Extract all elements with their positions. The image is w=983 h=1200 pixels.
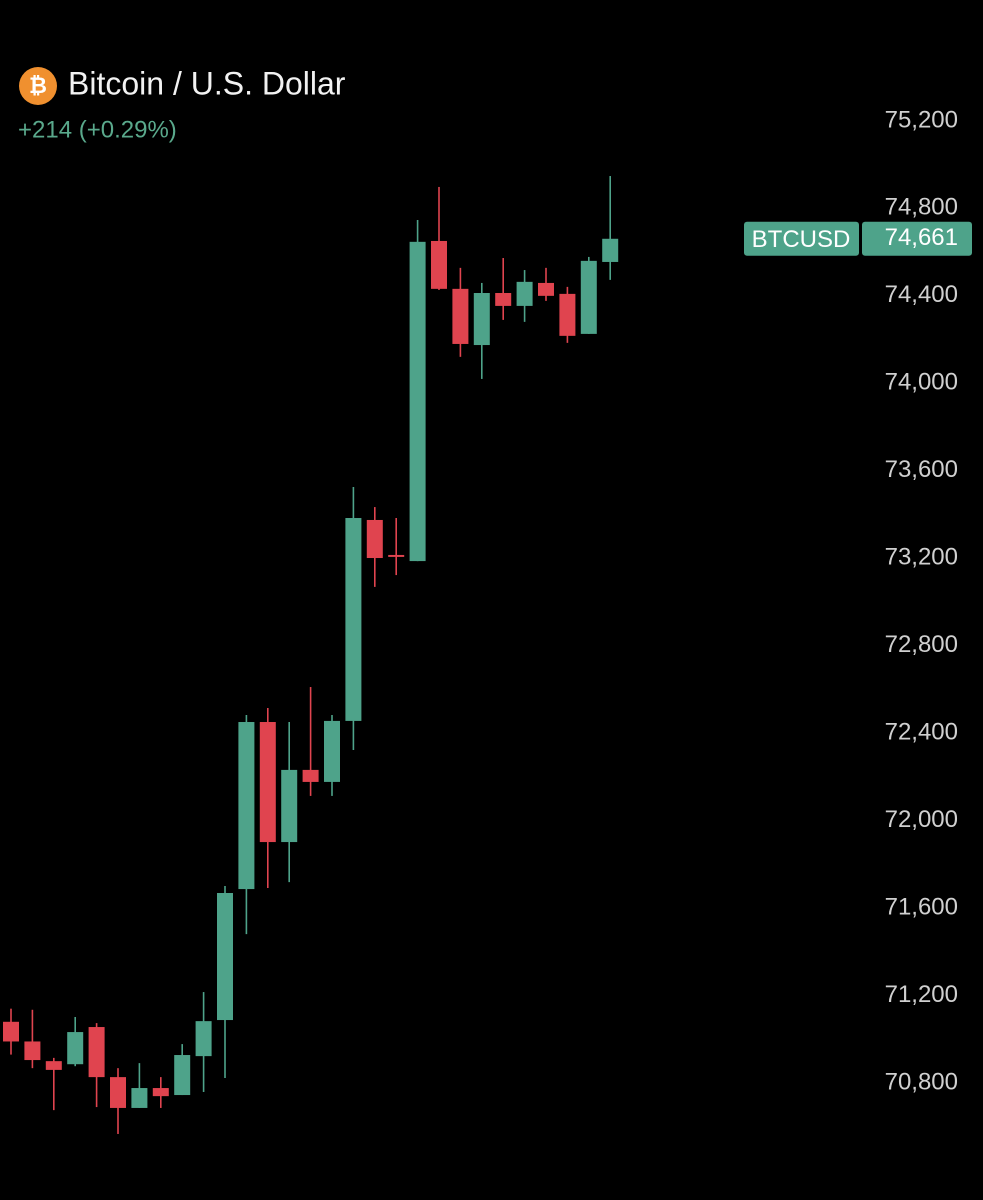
candle-body: [580, 260, 597, 334]
last-price-badge: [862, 221, 972, 256]
y-tick-label: 74,400: [885, 281, 958, 308]
y-tick-label: 75,200: [885, 106, 958, 133]
symbol-icon: ₿: [29, 73, 47, 98]
y-tick-label: 73,200: [885, 544, 958, 571]
candle-body: [302, 769, 319, 782]
chart-title: Bitcoin / U.S. Dollar: [68, 65, 346, 101]
candle-body: [602, 238, 619, 262]
candle-body: [259, 722, 276, 843]
candle-body: [131, 1088, 148, 1108]
last-price-label: 74,661: [885, 224, 958, 251]
candle-body: [217, 893, 233, 1021]
candle-body: [473, 293, 490, 346]
candle-body: [110, 1077, 126, 1108]
y-tick-label: 72,800: [885, 631, 958, 658]
candle-body: [345, 518, 362, 721]
symbol-icon-circle: [19, 67, 57, 105]
ticker-badge: [744, 221, 859, 256]
candle-body: [366, 519, 383, 559]
candle-body: [3, 1021, 19, 1042]
candle-body: [238, 722, 255, 890]
y-tick-label: 71,200: [885, 981, 958, 1008]
candle-body: [281, 769, 298, 843]
candle-body: [152, 1088, 169, 1097]
candle-body: [409, 241, 426, 562]
y-tick-label: 72,000: [885, 806, 958, 833]
candle-body: [388, 554, 405, 557]
candle-body: [88, 1027, 105, 1078]
ticker-label: BTCUSD: [752, 226, 851, 253]
candle-body: [538, 282, 554, 296]
candle-body: [195, 1021, 212, 1057]
y-tick-label: 70,800: [885, 1068, 958, 1095]
y-tick-label: 74,800: [885, 194, 958, 221]
change-label: +214 (+0.29%): [18, 116, 177, 143]
y-tick-label: 74,000: [885, 369, 958, 396]
candle-body: [24, 1041, 41, 1061]
candle-body: [495, 293, 512, 306]
candle-body: [452, 288, 469, 344]
candle-body: [559, 293, 576, 336]
candle-body: [174, 1055, 191, 1096]
y-tick-label: 73,600: [885, 456, 958, 483]
candle-body: [516, 281, 533, 306]
candle-body: [431, 240, 447, 289]
candle-body: [45, 1061, 62, 1070]
candle-body: [324, 720, 340, 782]
y-tick-label: 72,400: [885, 719, 958, 746]
y-tick-label: 71,600: [885, 893, 958, 920]
candle-body: [67, 1032, 84, 1065]
